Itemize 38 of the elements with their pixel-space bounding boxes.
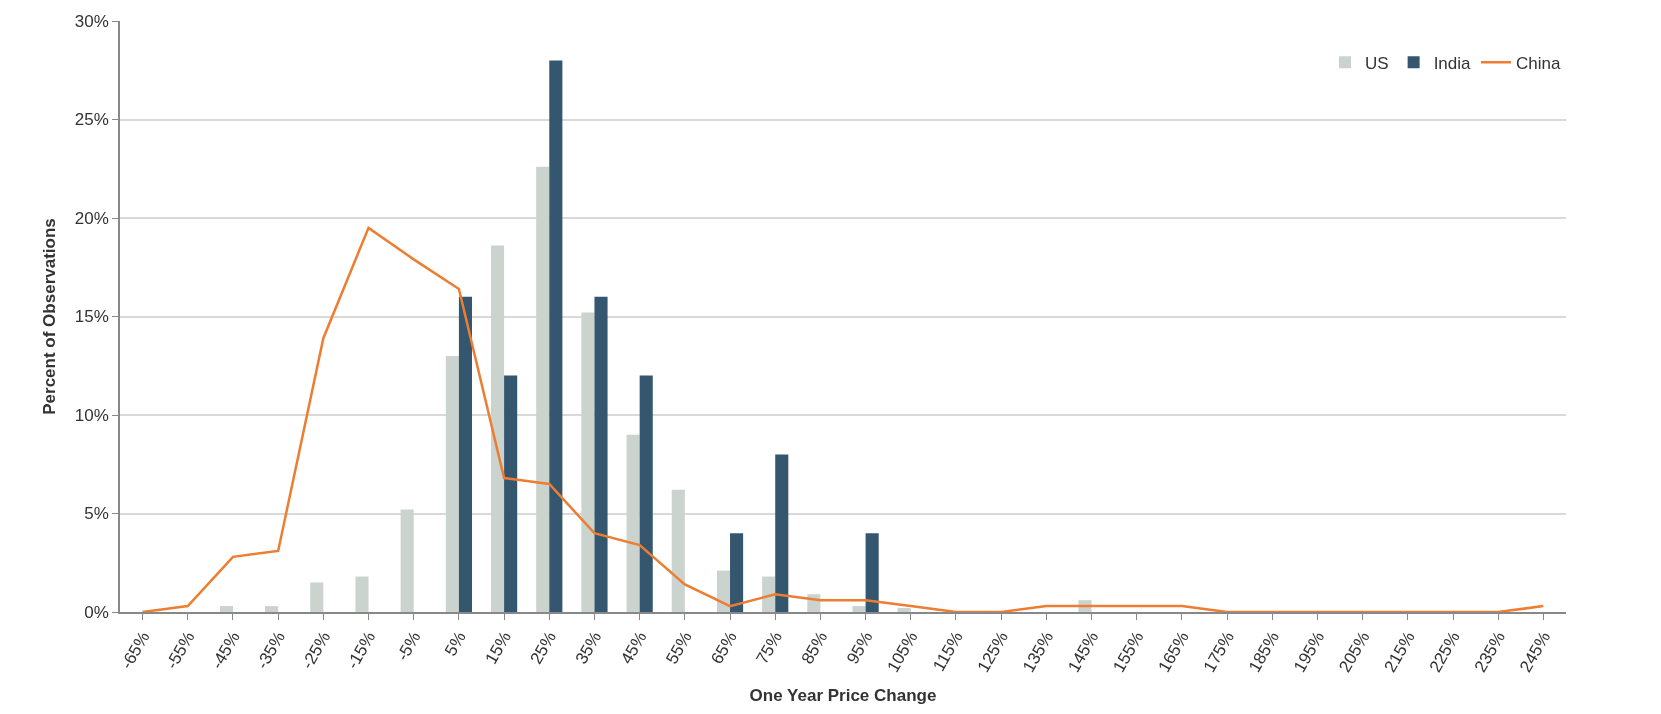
y-axis-title: Percent of Observations — [39, 218, 59, 415]
bar — [762, 576, 776, 612]
bar — [852, 606, 866, 612]
bar — [355, 576, 369, 612]
bar — [400, 509, 414, 612]
bar — [219, 606, 233, 612]
bar — [581, 312, 595, 612]
bar — [549, 60, 563, 612]
y-tick-label: 10% — [74, 405, 109, 425]
y-tick-label: 0% — [84, 602, 109, 622]
bar — [865, 533, 879, 612]
legend-label: US — [1365, 53, 1389, 73]
bar — [594, 296, 608, 612]
x-tick-label: -5% — [392, 628, 425, 665]
bar — [310, 582, 324, 612]
bar — [458, 296, 473, 612]
bar — [445, 355, 459, 612]
bar — [775, 454, 789, 612]
y-tick-label: 25% — [74, 110, 109, 130]
y-tick-label: 20% — [74, 208, 109, 228]
bar — [671, 489, 685, 612]
x-tick-label: 5% — [440, 628, 470, 660]
bar — [536, 166, 550, 612]
y-tick-label: 15% — [74, 307, 109, 327]
bar — [730, 533, 744, 612]
y-tick-label: 5% — [84, 504, 109, 524]
bar — [897, 608, 911, 612]
bar — [504, 375, 518, 612]
bar — [490, 245, 505, 612]
bar — [639, 375, 653, 612]
bar — [716, 570, 731, 612]
bar — [265, 606, 279, 612]
x-axis-title: One Year Price Change — [749, 686, 937, 706]
y-tick-label: 30% — [74, 11, 109, 31]
legend-label: China — [1516, 53, 1561, 73]
line-series — [141, 226, 1545, 612]
bar — [626, 434, 640, 612]
legend-label: India — [1433, 53, 1472, 73]
